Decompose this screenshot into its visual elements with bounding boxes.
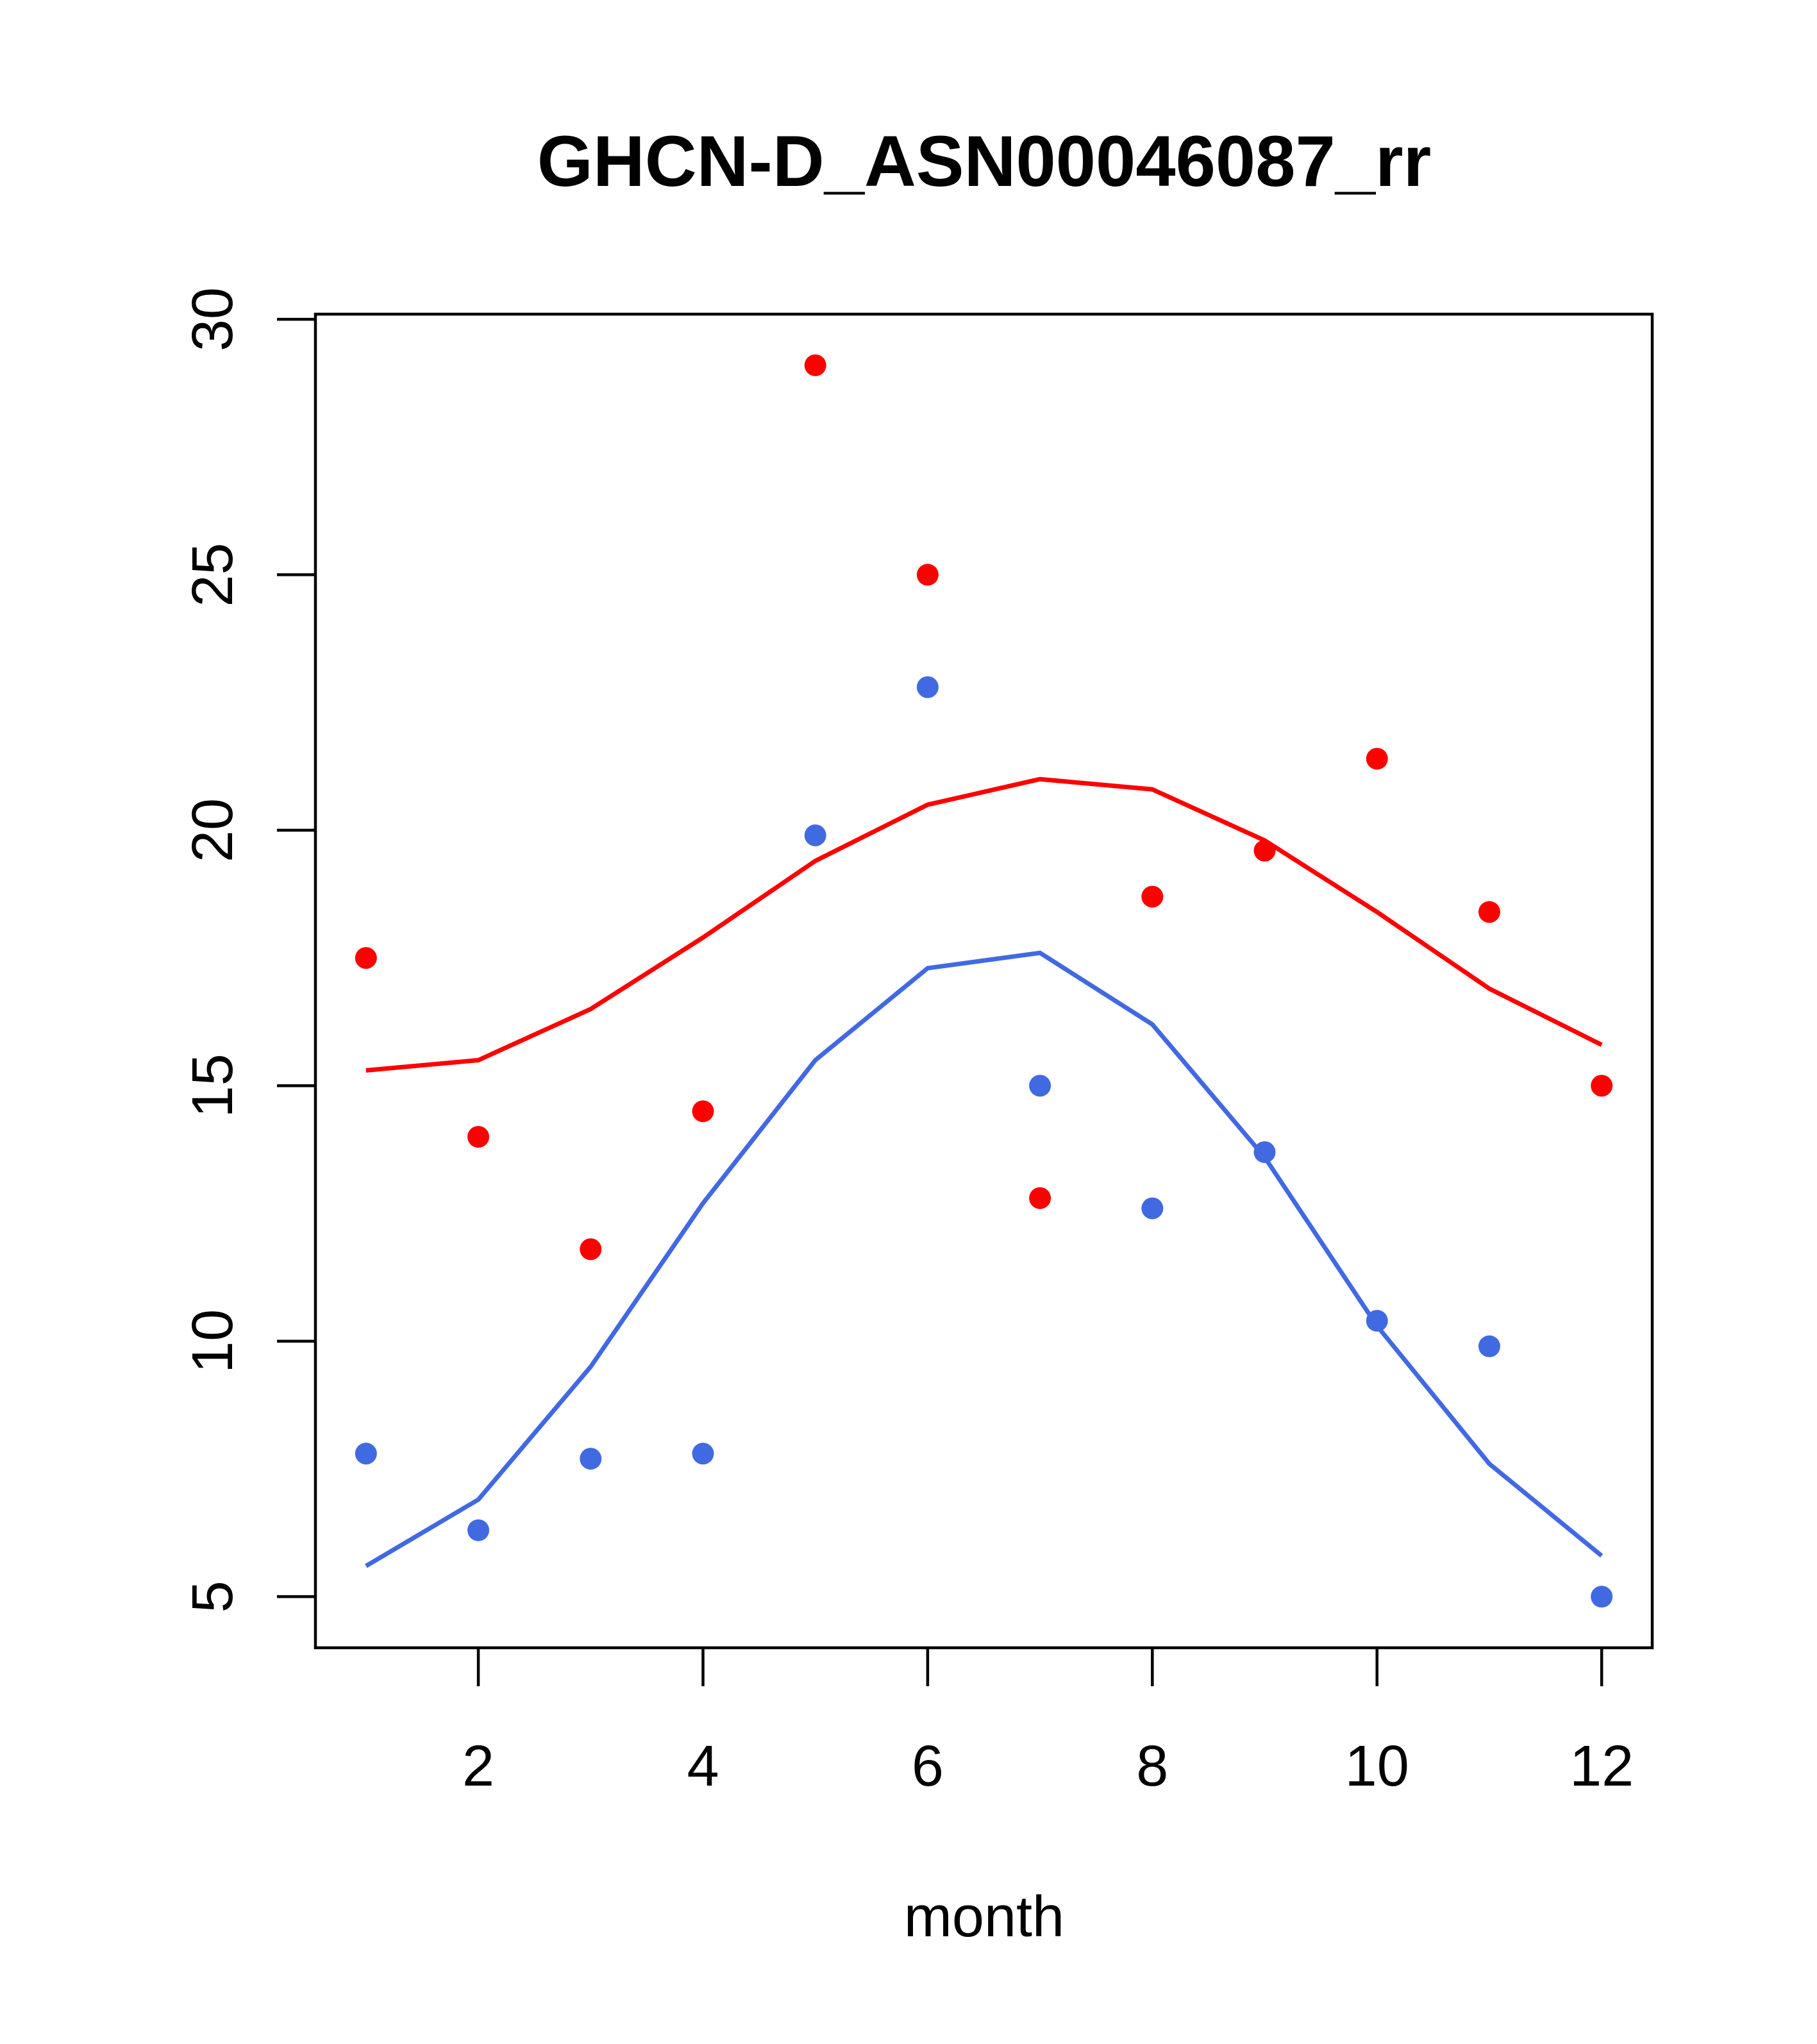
series-2-point-10 — [1478, 901, 1500, 923]
y-tick-label-0: 5 — [181, 1580, 245, 1613]
y-tick-label-2: 15 — [181, 1053, 245, 1118]
x-tick-label-5: 12 — [1570, 1734, 1634, 1798]
series-3-point-8 — [1253, 1141, 1276, 1163]
series-3-point-6 — [1029, 1075, 1051, 1097]
x-axis: 2 4 6 8 10 12 — [462, 1648, 1634, 1798]
series-3-point-7 — [1141, 1197, 1164, 1219]
series-2-point-2 — [580, 1238, 602, 1261]
series-3-point-1 — [467, 1519, 490, 1541]
x-tick-label-2: 6 — [912, 1734, 944, 1798]
x-axis-label: month — [904, 1885, 1064, 1949]
series-line-1 — [365, 950, 1603, 1568]
y-tick-label-3: 20 — [181, 798, 245, 862]
series-2-point-9 — [1366, 748, 1388, 770]
series-2-point-1 — [467, 1126, 490, 1148]
series-2-point-11 — [1591, 1075, 1613, 1097]
series-2-point-6 — [1029, 1187, 1051, 1209]
x-tick-label-0: 2 — [462, 1734, 494, 1798]
series-3-point-4 — [804, 824, 826, 846]
series-2-point-7 — [1141, 885, 1164, 908]
series-2-point-0 — [355, 947, 377, 969]
series-line-0 — [365, 776, 1603, 1073]
series-2-point-4 — [804, 354, 826, 376]
series-3-point-9 — [1366, 1309, 1388, 1332]
series-2-point-5 — [916, 564, 939, 586]
y-tick-label-1: 10 — [181, 1309, 245, 1373]
series-2-point-3 — [692, 1100, 714, 1123]
series-3-point-5 — [916, 676, 939, 698]
y-axis: 5 10 15 20 25 30 — [181, 287, 315, 1613]
x-tick-label-3: 8 — [1136, 1734, 1168, 1798]
series-layer — [355, 354, 1613, 1608]
series-2-point-8 — [1253, 839, 1276, 862]
series-3-point-10 — [1478, 1335, 1500, 1357]
plot-frame — [314, 312, 1654, 1650]
y-tick-label-5: 30 — [181, 287, 245, 351]
chart-title: GHCN-D_ASN00046087_rr — [537, 121, 1431, 201]
series-3-point-0 — [355, 1443, 377, 1465]
series-3-point-2 — [580, 1448, 602, 1470]
x-tick-label-4: 10 — [1345, 1734, 1409, 1798]
x-tick-label-1: 4 — [687, 1734, 719, 1798]
series-3-point-3 — [692, 1443, 714, 1465]
series-3-point-11 — [1591, 1586, 1613, 1608]
y-tick-label-4: 25 — [181, 542, 245, 607]
